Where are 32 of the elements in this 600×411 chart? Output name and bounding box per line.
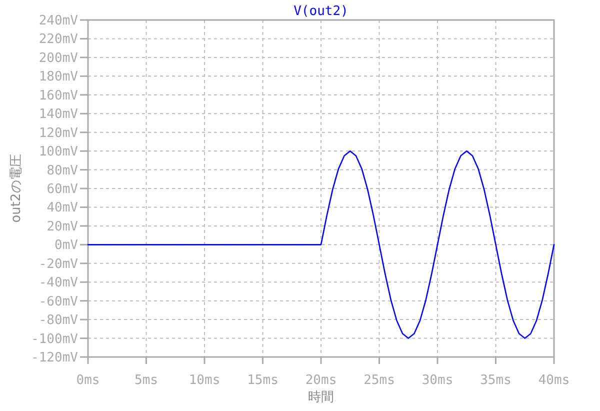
- y-tick-label: 180mV: [38, 70, 78, 85]
- x-tick-label: 40ms: [538, 373, 570, 388]
- chart-title: V(out2): [294, 4, 348, 19]
- x-tick-label: 30ms: [422, 373, 454, 388]
- y-tick-label: 200mV: [38, 50, 78, 66]
- x-tick-label: 10ms: [188, 373, 220, 388]
- y-tick-label: -80mV: [38, 313, 78, 328]
- y-tick-label: -60mV: [38, 294, 78, 310]
- y-axis-title: out2の電圧: [9, 154, 24, 223]
- y-tick-label: 60mV: [46, 182, 78, 197]
- y-tick-label: 40mV: [46, 200, 78, 216]
- y-tick-label: 80mV: [46, 163, 78, 178]
- x-tick-label: 35ms: [480, 373, 512, 388]
- y-tick-label: -100mV: [31, 332, 78, 347]
- y-tick-label: -40mV: [38, 276, 78, 291]
- x-axis-title: 時間: [308, 390, 334, 405]
- x-tick-label: 20ms: [305, 373, 337, 388]
- x-tick-label: 0ms: [76, 373, 100, 388]
- y-tick-label: 240mV: [38, 14, 78, 28]
- y-tick-label: 160mV: [38, 88, 78, 104]
- x-tick-label: 5ms: [134, 373, 158, 388]
- y-tick-label: 0mV: [54, 238, 78, 254]
- y-tick-label: -120mV: [31, 350, 78, 366]
- x-tick-label: 15ms: [247, 373, 278, 388]
- line-series: [87, 150, 555, 339]
- y-tick-label: 20mV: [46, 219, 78, 234]
- y-tick-label: -20mV: [38, 256, 78, 272]
- y-tick-label: 100mV: [38, 144, 78, 160]
- y-tick-label: 220mV: [38, 32, 78, 48]
- y-tick-label: 120mV: [38, 126, 78, 141]
- y-tick-label: 140mV: [38, 107, 78, 122]
- x-tick-label: 25ms: [364, 373, 395, 388]
